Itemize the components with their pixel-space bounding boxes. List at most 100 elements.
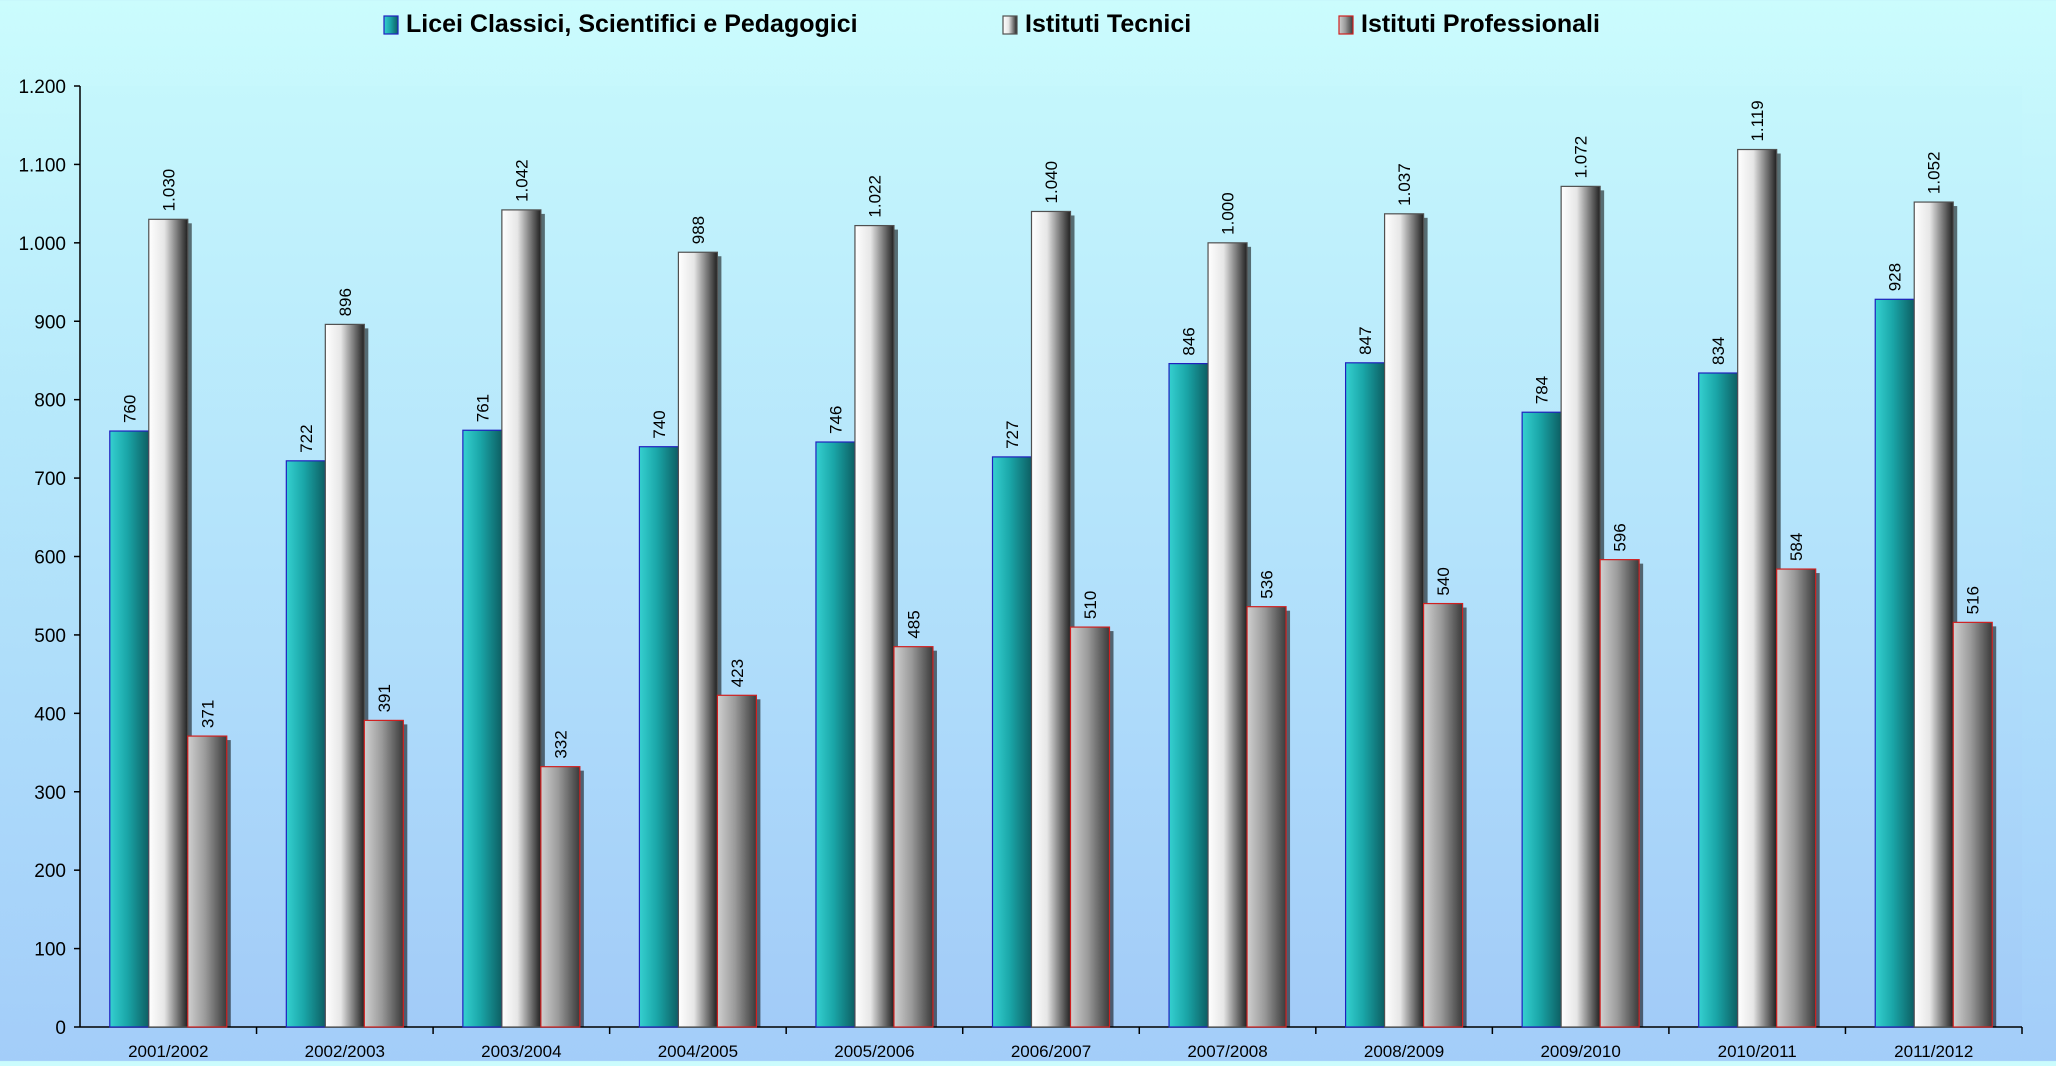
x-tick-label: 2010/2011 <box>1718 1042 1797 1061</box>
bar <box>638 446 680 1028</box>
bar <box>677 251 719 1028</box>
data-label: 988 <box>689 216 708 244</box>
bar <box>1069 626 1111 1028</box>
bar <box>1560 185 1601 1028</box>
bar <box>109 430 150 1028</box>
y-tick-label: 1.100 <box>18 155 66 176</box>
bar <box>1737 148 1778 1028</box>
x-tick-label: 2005/2006 <box>834 1042 914 1061</box>
data-label: 371 <box>198 700 217 728</box>
y-tick-label: 300 <box>34 783 66 804</box>
x-tick-label: 2011/2012 <box>1894 1042 1973 1061</box>
bar <box>991 456 1033 1028</box>
bar <box>1168 362 1209 1028</box>
data-label: 1.040 <box>1042 161 1061 204</box>
y-tick-label: 700 <box>34 469 66 490</box>
y-tick-label: 1.000 <box>18 234 66 255</box>
bar <box>893 646 934 1028</box>
data-label: 536 <box>1258 570 1277 598</box>
data-label: 740 <box>650 410 669 438</box>
data-label: 584 <box>1787 533 1806 561</box>
bar <box>815 441 856 1028</box>
legend-swatch <box>1002 15 1018 35</box>
data-label: 784 <box>1533 376 1552 404</box>
y-tick-label: 200 <box>34 861 66 882</box>
data-label: 1.030 <box>159 169 178 212</box>
bar <box>324 323 365 1028</box>
y-tick-label: 600 <box>34 548 66 569</box>
y-tick-label: 100 <box>34 940 66 961</box>
bar <box>285 460 326 1028</box>
data-label: 516 <box>1964 586 1983 614</box>
data-label: 761 <box>473 394 492 422</box>
data-label: 1.042 <box>512 159 531 202</box>
data-label: 540 <box>1434 567 1453 595</box>
bar <box>1030 210 1072 1028</box>
legend-label: Istituti Tecnici <box>1025 10 1191 38</box>
legend-label: Istituti Professionali <box>1361 10 1600 38</box>
y-tick-label: 0 <box>55 1018 66 1039</box>
bar <box>1599 559 1640 1028</box>
data-label: 722 <box>297 424 316 452</box>
x-tick-label: 2001/2002 <box>128 1042 208 1061</box>
bar <box>1776 568 1817 1028</box>
bar <box>187 735 228 1028</box>
data-label: 391 <box>375 684 394 712</box>
bar <box>363 719 404 1028</box>
data-label: 1.000 <box>1219 192 1238 235</box>
legend-label: Licei Classici, Scientifici e Pedagogici <box>406 10 858 38</box>
data-label: 1.052 <box>1925 152 1944 195</box>
bar <box>462 429 503 1028</box>
data-label: 846 <box>1180 327 1199 355</box>
bar <box>1874 298 1915 1028</box>
data-label: 332 <box>551 730 570 758</box>
bar <box>1344 362 1386 1028</box>
data-label: 596 <box>1611 523 1630 551</box>
bar <box>716 694 758 1028</box>
data-label: 1.022 <box>865 175 884 218</box>
data-label: 1.119 <box>1748 100 1767 141</box>
bar <box>1952 621 1993 1028</box>
data-label: 834 <box>1709 337 1728 365</box>
bar <box>148 218 189 1028</box>
y-tick-label: 1.200 <box>18 77 66 98</box>
data-label: 760 <box>120 395 139 423</box>
data-label: 485 <box>904 610 923 638</box>
y-tick-label: 900 <box>34 312 66 333</box>
x-tick-label: 2009/2010 <box>1540 1042 1620 1061</box>
bar <box>1422 602 1464 1028</box>
x-tick-label: 2004/2005 <box>658 1042 738 1061</box>
x-tick-label: 2006/2007 <box>1011 1042 1091 1061</box>
data-label: 896 <box>336 288 355 316</box>
bar <box>1698 372 1739 1028</box>
bar <box>1521 411 1562 1028</box>
bar <box>1383 213 1425 1028</box>
bar <box>854 224 895 1028</box>
bar <box>1913 201 1954 1028</box>
data-label: 423 <box>728 659 747 687</box>
bar <box>501 209 542 1028</box>
data-label: 1.072 <box>1572 136 1591 179</box>
legend-swatch <box>383 15 399 35</box>
data-label: 847 <box>1356 326 1375 354</box>
data-label: 510 <box>1081 591 1100 619</box>
y-tick-label: 800 <box>34 391 66 412</box>
bar <box>1246 606 1287 1028</box>
legend-swatch <box>1338 15 1354 35</box>
data-label: 1.037 <box>1395 163 1414 206</box>
bar <box>540 766 581 1028</box>
x-tick-label: 2002/2003 <box>305 1042 385 1061</box>
y-tick-label: 500 <box>34 626 66 647</box>
plot-area: 0 100 200 300 400 500 600 700 800 900 1.000 1.100 1.… <box>18 77 2023 1061</box>
x-tick-label: 2008/2009 <box>1364 1042 1444 1061</box>
y-tick-label: 400 <box>34 704 66 725</box>
data-label: 727 <box>1003 421 1022 449</box>
data-label: 928 <box>1886 263 1905 291</box>
data-label: 746 <box>826 406 845 434</box>
bar <box>1207 242 1248 1028</box>
legend: Licei Classici, Scientifici e Pedagogici… <box>383 10 1600 38</box>
x-tick-label: 2007/2008 <box>1187 1042 1267 1061</box>
x-tick-label: 2003/2004 <box>481 1042 561 1061</box>
